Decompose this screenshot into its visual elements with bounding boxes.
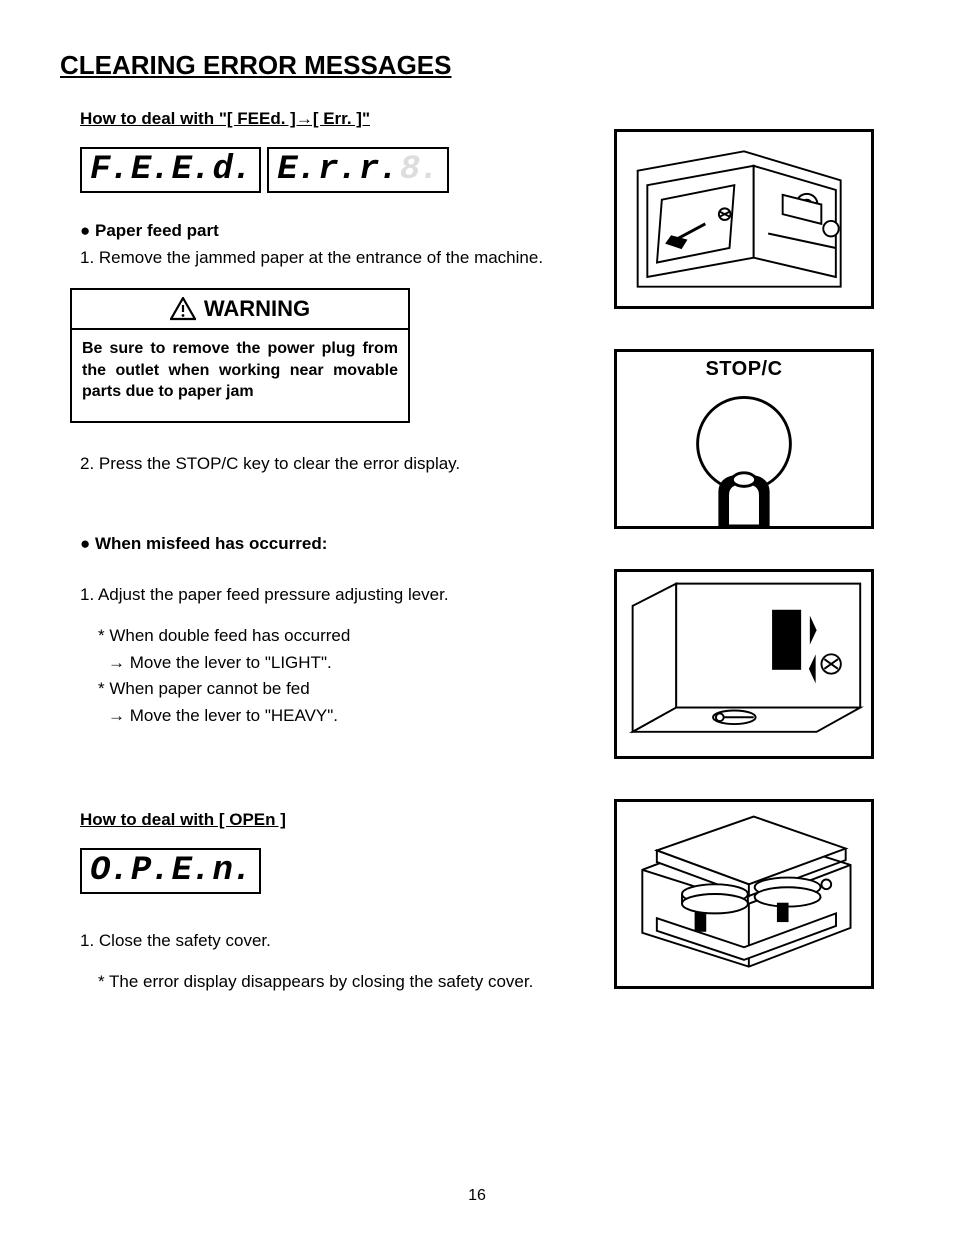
display-err: E.r.r.8. xyxy=(267,147,448,193)
step-1: 1. Remove the jammed paper at the entran… xyxy=(80,247,574,270)
stopc-label: STOP/C xyxy=(617,358,871,381)
section2-note-1: * The error display disappears by closin… xyxy=(80,971,574,994)
section2-step-1-text: Close the safety cover. xyxy=(99,931,271,950)
warning-box: WARNING Be sure to remove the power plug… xyxy=(70,288,410,423)
warning-header: WARNING xyxy=(72,290,408,330)
misfeed-heading: ● When misfeed has occurred: xyxy=(80,534,574,554)
page-number: 16 xyxy=(0,1187,954,1205)
seven-seg-displays-2: O.P.E.n. xyxy=(80,848,574,894)
left-column: How to deal with "[ FEEd. ]→[ Err. ]" F.… xyxy=(60,109,574,1012)
warning-triangle-icon xyxy=(170,297,196,321)
illustration-paper-jam xyxy=(614,129,874,309)
paper-feed-heading: ● Paper feed part xyxy=(80,221,574,241)
misfeed-step-1-text: Adjust the paper feed pressure adjusting… xyxy=(98,585,449,604)
step-1-text: Remove the jammed paper at the entrance … xyxy=(99,248,543,267)
section1-heading: How to deal with "[ FEEd. ]→[ Err. ]" xyxy=(80,109,574,129)
illustration-stop-button: STOP/C xyxy=(614,349,874,529)
content-columns: How to deal with "[ FEEd. ]→[ Err. ]" F.… xyxy=(60,109,894,1012)
misfeed-note-2b: → Move the lever to "HEAVY". xyxy=(80,705,574,728)
section2-heading: How to deal with [ OPEn ] xyxy=(80,810,574,830)
seven-seg-displays-1: F.E.E.d. E.r.r.8. xyxy=(80,147,574,193)
display-feed: F.E.E.d. xyxy=(80,147,261,193)
illustration-feed-lever xyxy=(614,569,874,759)
step-2: 2. Press the STOP/C key to clear the err… xyxy=(80,453,574,476)
page-title: CLEARING ERROR MESSAGES xyxy=(60,50,894,81)
right-column: STOP/C xyxy=(614,109,894,1012)
illustration-safety-cover xyxy=(614,799,874,989)
display-open: O.P.E.n. xyxy=(80,848,261,894)
page: CLEARING ERROR MESSAGES How to deal with… xyxy=(0,0,954,1235)
warning-label: WARNING xyxy=(204,296,310,322)
misfeed-step-1: 1. Adjust the paper feed pressure adjust… xyxy=(80,584,574,607)
step-2-text: Press the STOP/C key to clear the error … xyxy=(99,454,460,473)
warning-body: Be sure to remove the power plug from th… xyxy=(72,330,408,421)
misfeed-note-1b: → Move the lever to "LIGHT". xyxy=(80,652,574,675)
misfeed-note-2a: * When paper cannot be fed xyxy=(80,678,574,701)
misfeed-note-1a: * When double feed has occurred xyxy=(80,625,574,648)
section2-step-1: 1. Close the safety cover. xyxy=(80,930,574,953)
